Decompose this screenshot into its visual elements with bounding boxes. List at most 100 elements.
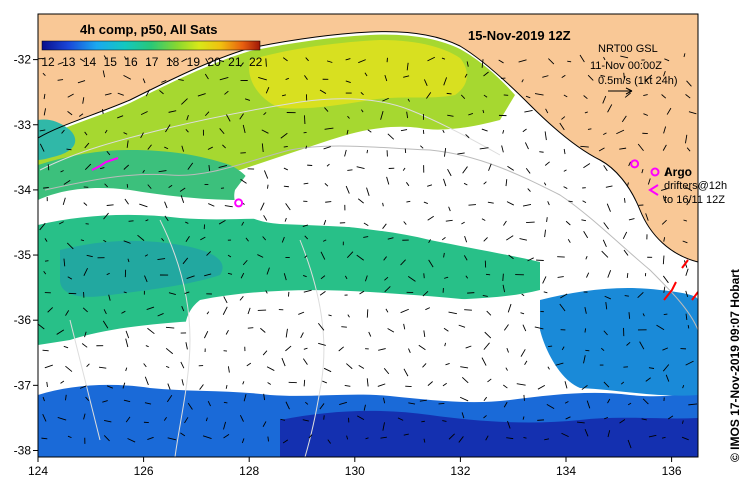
current-vector (548, 345, 553, 348)
current-vector (39, 143, 45, 152)
current-vector (564, 401, 569, 404)
current-vector (244, 98, 251, 101)
current-vector (222, 144, 226, 149)
current-vector (628, 218, 635, 221)
current-vector (447, 168, 452, 177)
current-vector (283, 146, 288, 148)
current-vector (585, 256, 588, 260)
current-vector (661, 436, 666, 439)
current-vector (302, 275, 307, 278)
current-vector (545, 108, 549, 114)
current-vector (42, 414, 47, 422)
current-vector (607, 270, 612, 278)
colorbar-label: 21 (228, 55, 242, 69)
current-vector (320, 251, 326, 260)
current-vector (546, 404, 555, 409)
current-vector (258, 77, 267, 81)
current-vector (181, 145, 185, 152)
current-vector (159, 90, 164, 95)
current-vector (616, 129, 625, 135)
current-vector (662, 144, 667, 151)
current-vector (285, 203, 291, 211)
y-tick-label: -35 (14, 248, 32, 262)
current-vector (580, 145, 589, 148)
current-vector (281, 236, 285, 243)
current-vector (386, 176, 390, 185)
y-tick-label: -36 (14, 313, 32, 327)
current-vector (346, 129, 349, 135)
current-vector (563, 186, 568, 189)
current-vector (624, 92, 631, 98)
current-vector (165, 326, 175, 329)
current-vector (568, 200, 573, 203)
current-vector (481, 59, 484, 68)
current-vector (57, 79, 64, 81)
current-vector (543, 291, 548, 294)
drifter-track (691, 291, 698, 301)
current-vector (298, 311, 305, 315)
current-vector (520, 312, 525, 315)
current-vector (547, 201, 550, 206)
current-vector (56, 329, 65, 335)
current-vector (442, 129, 445, 133)
current-vector (405, 182, 410, 187)
current-vector (397, 417, 404, 421)
current-vector (483, 181, 487, 185)
current-vector (80, 239, 85, 242)
current-vector (662, 195, 666, 202)
current-vector (682, 240, 688, 244)
current-vector (227, 366, 230, 373)
current-vector (460, 366, 469, 369)
current-vector (345, 80, 351, 84)
current-vector (106, 150, 111, 156)
current-vector (521, 79, 524, 83)
current-vector (223, 401, 228, 404)
current-vector (563, 169, 567, 172)
current-vector (623, 197, 626, 203)
current-vector (662, 255, 665, 265)
sst-yellow-patch (249, 40, 467, 109)
current-vector (358, 364, 365, 369)
current-vector (363, 236, 369, 238)
current-vector (623, 72, 625, 79)
current-vector (605, 301, 608, 310)
current-vector (117, 92, 124, 96)
current-vector (222, 306, 228, 315)
current-vector (108, 294, 111, 301)
current-vector (102, 70, 106, 78)
colorbar-labels: 12 13 14 15 16 17 18 19 20 21 22 (41, 55, 262, 69)
current-vector (384, 286, 391, 293)
credit-text: © IMOS 17-Nov-2019 09:07 Hobart (728, 269, 742, 462)
current-vector (628, 312, 631, 319)
current-vector (483, 237, 488, 242)
current-vector (165, 124, 171, 133)
current-vector (63, 258, 66, 267)
current-vector (661, 94, 667, 99)
current-vector (346, 363, 353, 370)
current-vector (117, 115, 124, 119)
current-vector (627, 439, 632, 449)
current-vector (103, 55, 107, 59)
current-vector (320, 275, 326, 280)
current-vector (682, 384, 685, 389)
current-vector (363, 222, 369, 227)
current-vector (263, 215, 268, 221)
current-vector (619, 147, 627, 150)
current-vector (302, 358, 308, 365)
current-vector (103, 239, 107, 243)
current-vector (86, 254, 93, 258)
argo-legend-icon (650, 167, 660, 177)
current-vector (647, 178, 651, 185)
current-vector (47, 307, 54, 313)
current-vector (79, 385, 87, 389)
current-vector (180, 195, 185, 203)
current-vector (322, 380, 328, 384)
current-vector (561, 346, 565, 351)
current-vector (600, 347, 605, 352)
colorbar-gradient (41, 40, 261, 51)
drifter-legend-label: drifters@12h (664, 180, 727, 192)
current-vector (402, 167, 406, 171)
current-vector (157, 313, 164, 317)
current-vector (83, 267, 88, 276)
current-vector (84, 131, 88, 136)
